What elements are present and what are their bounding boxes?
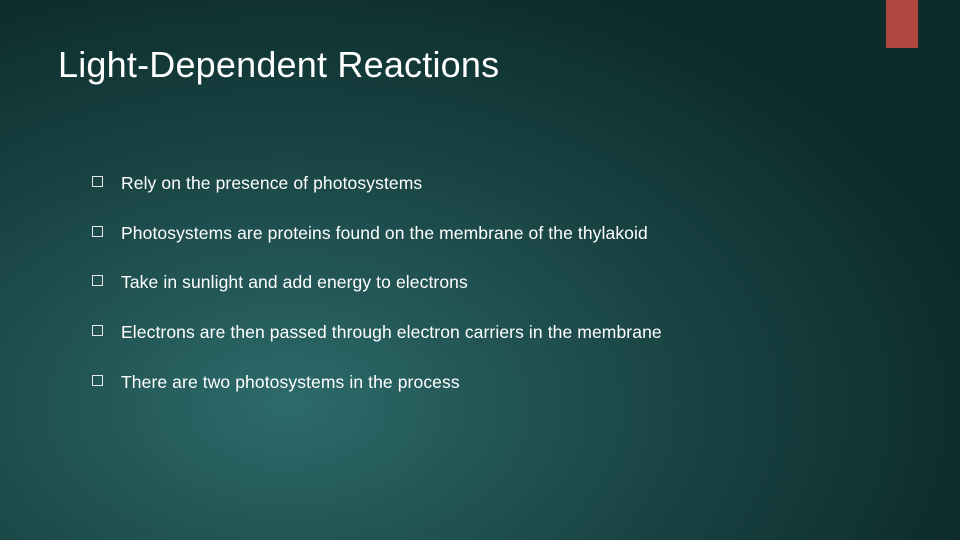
list-item: There are two photosystems in the proces… <box>92 371 900 395</box>
checkbox-icon <box>92 275 103 286</box>
bullet-text: Take in sunlight and add energy to elect… <box>121 271 468 295</box>
list-item: Take in sunlight and add energy to elect… <box>92 271 900 295</box>
bullet-list: Rely on the presence of photosystems Pho… <box>92 172 900 420</box>
slide-title: Light-Dependent Reactions <box>58 44 499 86</box>
list-item: Photosystems are proteins found on the m… <box>92 222 900 246</box>
list-item: Rely on the presence of photosystems <box>92 172 900 196</box>
list-item: Electrons are then passed through electr… <box>92 321 900 345</box>
bullet-text: There are two photosystems in the proces… <box>121 371 460 395</box>
bullet-text: Electrons are then passed through electr… <box>121 321 662 345</box>
bullet-text: Photosystems are proteins found on the m… <box>121 222 648 246</box>
bullet-text: Rely on the presence of photosystems <box>121 172 422 196</box>
accent-bar <box>886 0 918 48</box>
checkbox-icon <box>92 375 103 386</box>
checkbox-icon <box>92 325 103 336</box>
checkbox-icon <box>92 226 103 237</box>
checkbox-icon <box>92 176 103 187</box>
